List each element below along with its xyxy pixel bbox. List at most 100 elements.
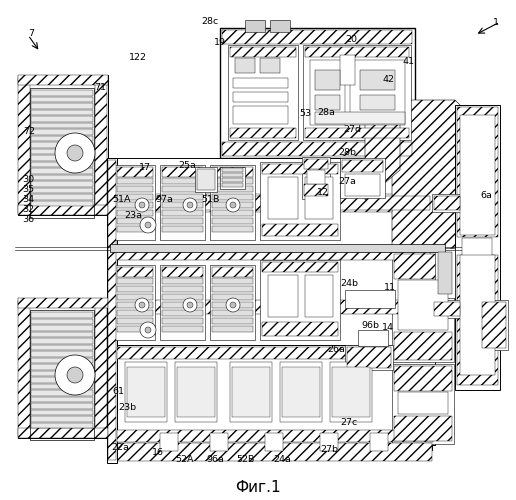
Bar [127, 367, 165, 417]
Bar [212, 326, 253, 332]
Bar [160, 165, 205, 240]
Bar [162, 178, 203, 184]
Bar [370, 433, 388, 451]
Circle shape [140, 217, 156, 233]
Circle shape [55, 133, 95, 173]
Bar [222, 173, 243, 177]
Bar [222, 142, 412, 156]
Bar [345, 345, 393, 370]
Bar [268, 275, 298, 317]
Text: 51B: 51B [201, 194, 220, 203]
Bar [457, 107, 498, 237]
Bar [31, 181, 93, 186]
Bar [233, 78, 288, 88]
Text: 71: 71 [94, 83, 106, 92]
Bar [162, 267, 203, 277]
Bar [270, 20, 290, 32]
Text: 122: 122 [129, 53, 147, 62]
Circle shape [226, 298, 240, 312]
Bar [212, 318, 253, 324]
Text: Фиг.1: Фиг.1 [235, 480, 281, 494]
Text: 28a: 28a [317, 108, 335, 117]
Bar [125, 362, 167, 422]
Bar [398, 280, 448, 330]
Text: 24a: 24a [273, 456, 292, 464]
Circle shape [230, 302, 236, 308]
Bar [110, 158, 432, 246]
Text: 11: 11 [384, 283, 396, 292]
Text: 52B: 52B [236, 454, 255, 464]
Text: 32: 32 [22, 204, 34, 214]
Text: 42: 42 [383, 74, 395, 84]
Bar [220, 28, 415, 158]
Bar [305, 128, 409, 138]
Bar [432, 194, 462, 212]
Bar [260, 260, 340, 340]
Bar [482, 302, 506, 348]
Text: 52A: 52A [175, 454, 194, 464]
Bar [31, 148, 93, 154]
Bar [320, 433, 338, 451]
Text: 6a: 6a [480, 190, 492, 200]
Bar [31, 410, 93, 415]
Text: 34: 34 [22, 194, 34, 203]
Text: 22a: 22a [111, 443, 129, 452]
Bar [232, 367, 270, 417]
Bar [117, 194, 153, 200]
Bar [480, 300, 508, 350]
Bar [230, 47, 296, 57]
Bar [210, 165, 255, 240]
Bar [110, 258, 432, 450]
Bar [162, 286, 203, 292]
Bar [162, 210, 203, 216]
Bar [302, 157, 330, 199]
Bar [434, 302, 460, 316]
Bar [162, 278, 203, 284]
Bar [18, 75, 108, 85]
Polygon shape [392, 100, 470, 250]
Bar [160, 265, 205, 340]
Text: 19: 19 [214, 38, 226, 47]
Bar [222, 30, 412, 44]
Bar [438, 252, 452, 294]
Text: 36: 36 [22, 214, 34, 224]
Bar [350, 60, 405, 125]
Bar [110, 300, 430, 314]
Bar [228, 45, 298, 140]
Text: 16: 16 [152, 448, 164, 457]
Bar [117, 347, 433, 359]
Circle shape [67, 145, 83, 161]
Bar [31, 142, 93, 148]
Bar [212, 202, 253, 208]
Bar [212, 302, 253, 308]
Text: 35: 35 [22, 184, 34, 194]
Bar [31, 96, 93, 102]
Bar [212, 210, 253, 216]
Bar [162, 294, 203, 300]
Bar [282, 367, 320, 417]
Bar [162, 167, 203, 177]
Bar [31, 174, 93, 180]
Bar [31, 110, 93, 115]
Bar [162, 310, 203, 316]
Bar [360, 70, 395, 90]
Bar [31, 312, 93, 318]
Bar [31, 325, 93, 330]
Bar [305, 47, 409, 57]
Bar [107, 158, 117, 463]
Bar [31, 364, 93, 370]
Bar [30, 88, 94, 218]
Bar [460, 255, 495, 375]
Text: 30: 30 [22, 174, 34, 184]
Bar [31, 332, 93, 337]
Bar [394, 416, 452, 441]
Bar [315, 95, 340, 110]
Circle shape [187, 202, 193, 208]
Bar [31, 344, 93, 350]
Bar [230, 128, 296, 138]
Bar [115, 165, 155, 240]
Bar [110, 443, 432, 461]
Bar [212, 178, 253, 184]
Bar [197, 169, 215, 190]
Circle shape [67, 367, 83, 383]
